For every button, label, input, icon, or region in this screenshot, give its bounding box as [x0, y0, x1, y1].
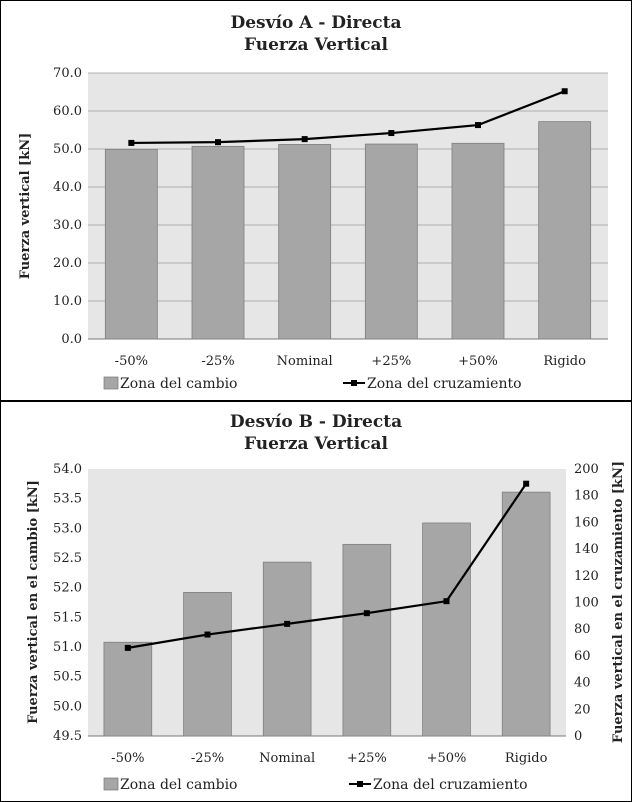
- chart-b-y2-tick-label: 20: [574, 702, 591, 717]
- chart-b-x-tick-label: +25%: [347, 751, 387, 766]
- chart-a-line-point: [475, 122, 481, 129]
- legend-b-line-marker: [357, 781, 363, 787]
- chart-a-plot-area: [88, 73, 608, 339]
- chart-a-y-tick-label: 30.0: [53, 218, 82, 233]
- chart-a-subtitle: Fuerza Vertical: [244, 35, 389, 55]
- chart-a-line-point: [301, 136, 308, 143]
- chart-a-x-tick-label: Nominal: [277, 354, 333, 369]
- chart-a-bar: [278, 144, 332, 340]
- chart-b-subtitle: Fuerza Vertical: [244, 434, 389, 454]
- chart-b-y-tick-label: 51.0: [53, 640, 82, 655]
- chart-b-y2-axis-label: Fuerza vertical en el cruzamiento [kN]: [611, 461, 626, 743]
- chart-b-x-tick-label: -50%: [111, 751, 144, 766]
- chart-b-y2-tick-label: 0: [574, 729, 582, 744]
- legend-a-bar-label: Zona del cambio: [120, 376, 237, 392]
- chart-b-y-tick-label: 52.5: [53, 551, 82, 566]
- chart-b-bar: [501, 491, 551, 737]
- chart-b-x-tick-label: Nominal: [259, 751, 315, 766]
- chart-a-x-tick-label: Rigido: [543, 354, 586, 369]
- chart-a-bar: [191, 145, 245, 340]
- chart-b-y-axis-label: Fuerza vertical en el cambio [kN]: [26, 480, 41, 724]
- chart-a-y-tick-label: 10.0: [53, 294, 82, 309]
- chart-b-x-tick-label: -25%: [191, 751, 224, 766]
- legend-a-line-label: Zona del cruzamiento: [367, 376, 522, 392]
- chart-a-title: Desvío A - Directa: [231, 13, 402, 33]
- legend-b-bar-swatch: [103, 777, 119, 791]
- legend-a-line-marker: [351, 380, 357, 386]
- chart-a-y-tick-label: 0.0: [61, 332, 82, 347]
- chart-b-y-tick-label: 49.5: [53, 729, 82, 744]
- legend-b-line-label: Zona del cruzamiento: [373, 777, 528, 793]
- chart-a-line-point: [388, 130, 395, 137]
- chart-a-y-tick-label: 70.0: [53, 66, 82, 81]
- chart-b-bar: [262, 561, 312, 737]
- chart-b-svg: Desvío B - Directa Fuerza Vertical 49.5 5…: [26, 412, 626, 793]
- chart-b-line-point: [443, 598, 450, 605]
- chart-b-y-tick-label: 54.0: [53, 462, 82, 477]
- chart-a-y-tick-label: 60.0: [53, 104, 82, 119]
- chart-b-line-point: [363, 610, 370, 617]
- chart-a-x-tick-label: -50%: [115, 354, 148, 369]
- chart-b-series-line: [127, 483, 528, 649]
- chart-b-y2-tick-label: 160: [574, 515, 599, 530]
- chart-b-line-point: [204, 631, 211, 638]
- chart-a-x-tick-label: +25%: [371, 354, 411, 369]
- chart-b-line-point: [124, 644, 131, 651]
- chart-a-line-point: [215, 139, 221, 146]
- chart-b-line-point: [523, 480, 530, 487]
- chart-b-x-tick-label: +50%: [427, 751, 467, 766]
- chart-b-x-tick-label: Rigido: [505, 751, 548, 766]
- chart-b-y-tick-label: 53.0: [53, 521, 82, 536]
- chart-b-y2-tick-label: 120: [574, 569, 599, 584]
- chart-b-y2-tick-label: 100: [574, 596, 599, 611]
- chart-b-y2-tick-label: 80: [574, 622, 591, 637]
- chart-b-y-tick-label: 50.0: [53, 699, 82, 714]
- chart-b-y2-tick-label: 60: [574, 649, 591, 664]
- chart-a-y-axis-label: Fuerza vertical [kN]: [18, 133, 33, 280]
- chart-a-line-point: [561, 88, 568, 95]
- chart-a-y-tick-label: 40.0: [53, 180, 82, 195]
- chart-b-bar: [342, 543, 392, 737]
- legend-a-bar-swatch: [103, 376, 119, 390]
- chart-b-y2-tick-label: 40: [574, 676, 591, 691]
- chart-a-svg: Desvío A - Directa Fuerza Vertical 0.0 10…: [18, 13, 608, 392]
- chart-a-y-tick-label: 20.0: [53, 256, 82, 271]
- chart-a-y-tick-label: 50.0: [53, 142, 82, 157]
- chart-b-bar: [183, 592, 232, 737]
- chart-b-y-tick-label: 50.5: [53, 670, 82, 685]
- chart-b-y-tick-label: 53.5: [53, 492, 82, 507]
- chart-a-bar: [104, 148, 158, 340]
- chart-b-bar: [422, 522, 471, 737]
- chart-panel-b: Desvío B - Directa Fuerza Vertical 49.5 5…: [0, 401, 632, 802]
- chart-a-line-point: [128, 139, 135, 146]
- chart-b-title: Desvío B - Directa: [230, 412, 402, 432]
- chart-b-y-tick-label: 52.0: [53, 581, 82, 596]
- chart-b-y2-tick-label: 200: [574, 462, 599, 477]
- chart-a-bar: [364, 143, 418, 340]
- chart-b-y2-tick-label: 180: [574, 489, 599, 504]
- chart-a-series-line: [131, 90, 566, 145]
- chart-b-line-point: [284, 620, 291, 627]
- chart-b-y2-tick-label: 140: [574, 542, 599, 557]
- chart-b-y-tick-label: 51.5: [53, 610, 82, 625]
- legend-b-bar-label: Zona del cambio: [120, 777, 237, 793]
- chart-b-bar: [103, 641, 153, 737]
- chart-a-x-tick-label: -25%: [201, 354, 234, 369]
- chart-panel-a: Desvío A - Directa Fuerza Vertical 0.0 10…: [0, 0, 632, 401]
- chart-a-x-tick-label: +50%: [458, 354, 498, 369]
- chart-a-bar: [451, 142, 505, 340]
- chart-b-plot-area: [88, 469, 566, 736]
- chart-a-bar: [538, 121, 592, 340]
